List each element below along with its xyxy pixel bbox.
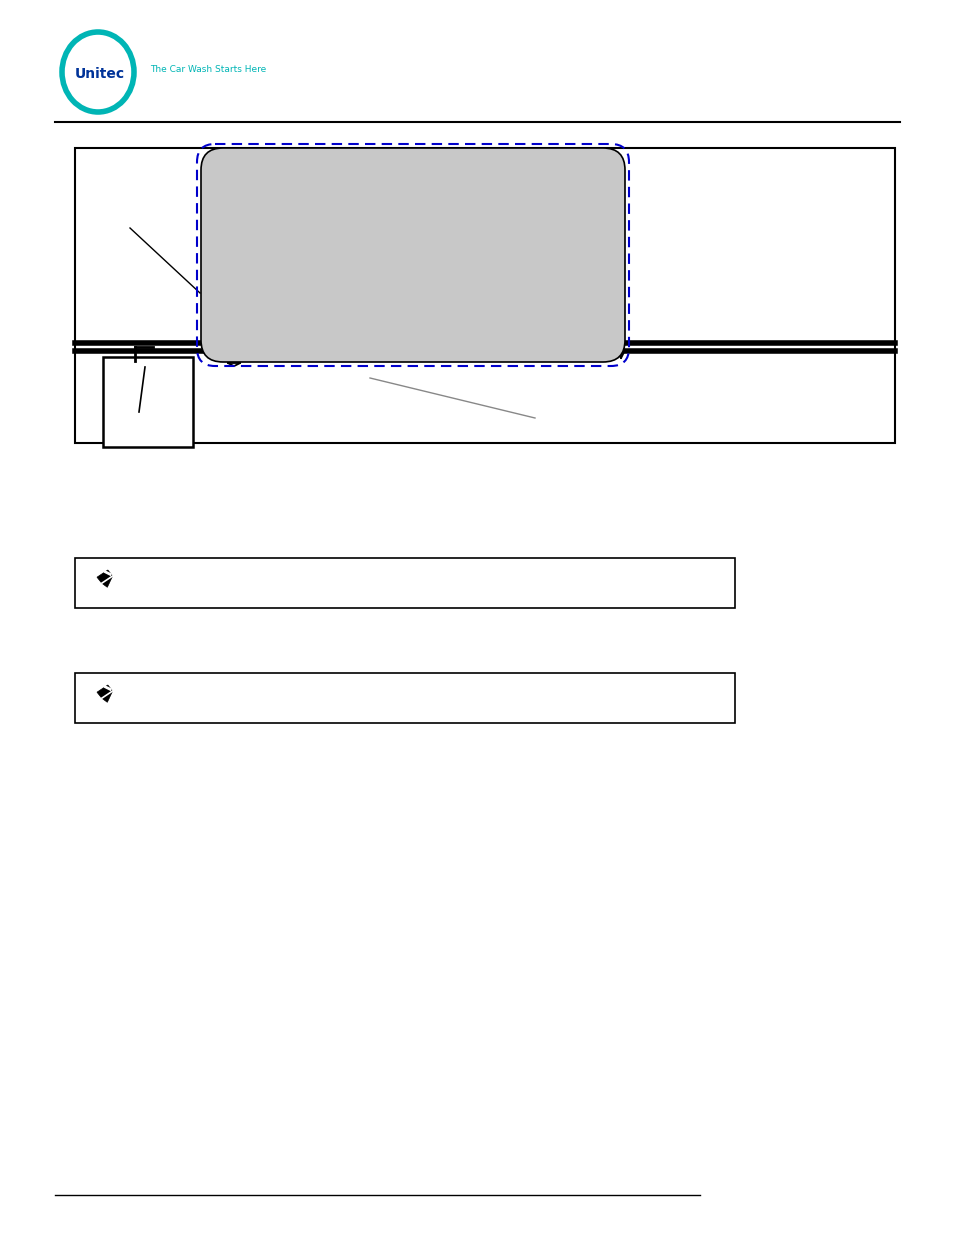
Text: The Car Wash Starts Here: The Car Wash Starts Here <box>150 65 266 74</box>
FancyBboxPatch shape <box>201 148 624 362</box>
Polygon shape <box>102 692 112 703</box>
Bar <box>75 673 734 722</box>
Polygon shape <box>97 571 112 583</box>
Polygon shape <box>102 576 112 588</box>
Bar <box>103 357 193 447</box>
Text: Unitec: Unitec <box>75 67 125 82</box>
Polygon shape <box>97 685 112 698</box>
Ellipse shape <box>62 32 133 112</box>
Bar <box>75 148 894 443</box>
Bar <box>75 558 734 608</box>
